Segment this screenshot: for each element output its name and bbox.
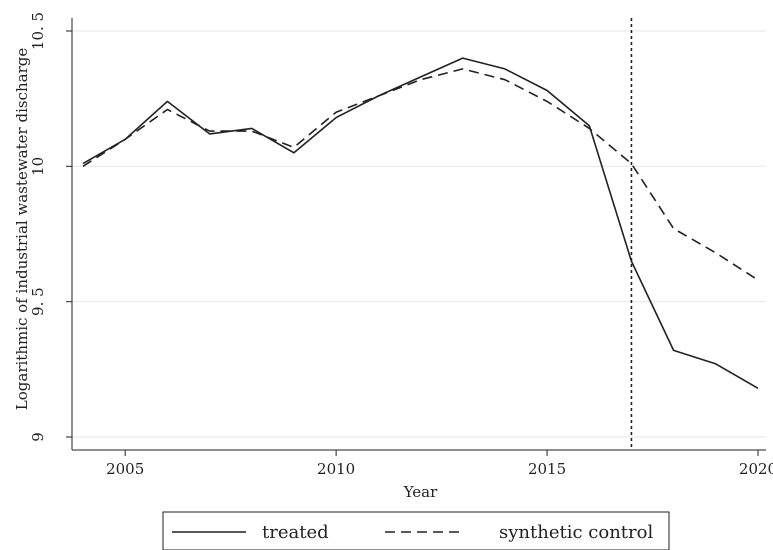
y-axis-title: Logarithmic of industrial wastewater dis… [13,48,31,411]
grid-lines [72,30,766,438]
legend-label-synthetic-control: synthetic control [499,522,653,543]
legend-label-treated: treated [262,522,329,543]
y-tick-label: 9 [29,432,47,442]
x-tick-label: 2010 [317,460,355,478]
series-line-synthetic-control [82,68,759,281]
series-line-treated [82,57,759,389]
x-tick-label: 2020 [739,460,773,478]
series-lines [82,57,759,389]
legend-box [162,511,670,550]
x-tick-label: 2005 [106,460,144,478]
y-tick-label: 10 [29,157,47,176]
axis-ticks: 9 9. 5 10 10. 5 2005 2010 2015 2020 [29,12,773,478]
legend: treated synthetic control [162,511,670,550]
x-tick-label: 2015 [528,460,566,478]
y-tick-label: 10. 5 [29,12,47,50]
y-tick-label: 9. 5 [29,287,47,316]
x-axis-title: Year [403,483,438,501]
